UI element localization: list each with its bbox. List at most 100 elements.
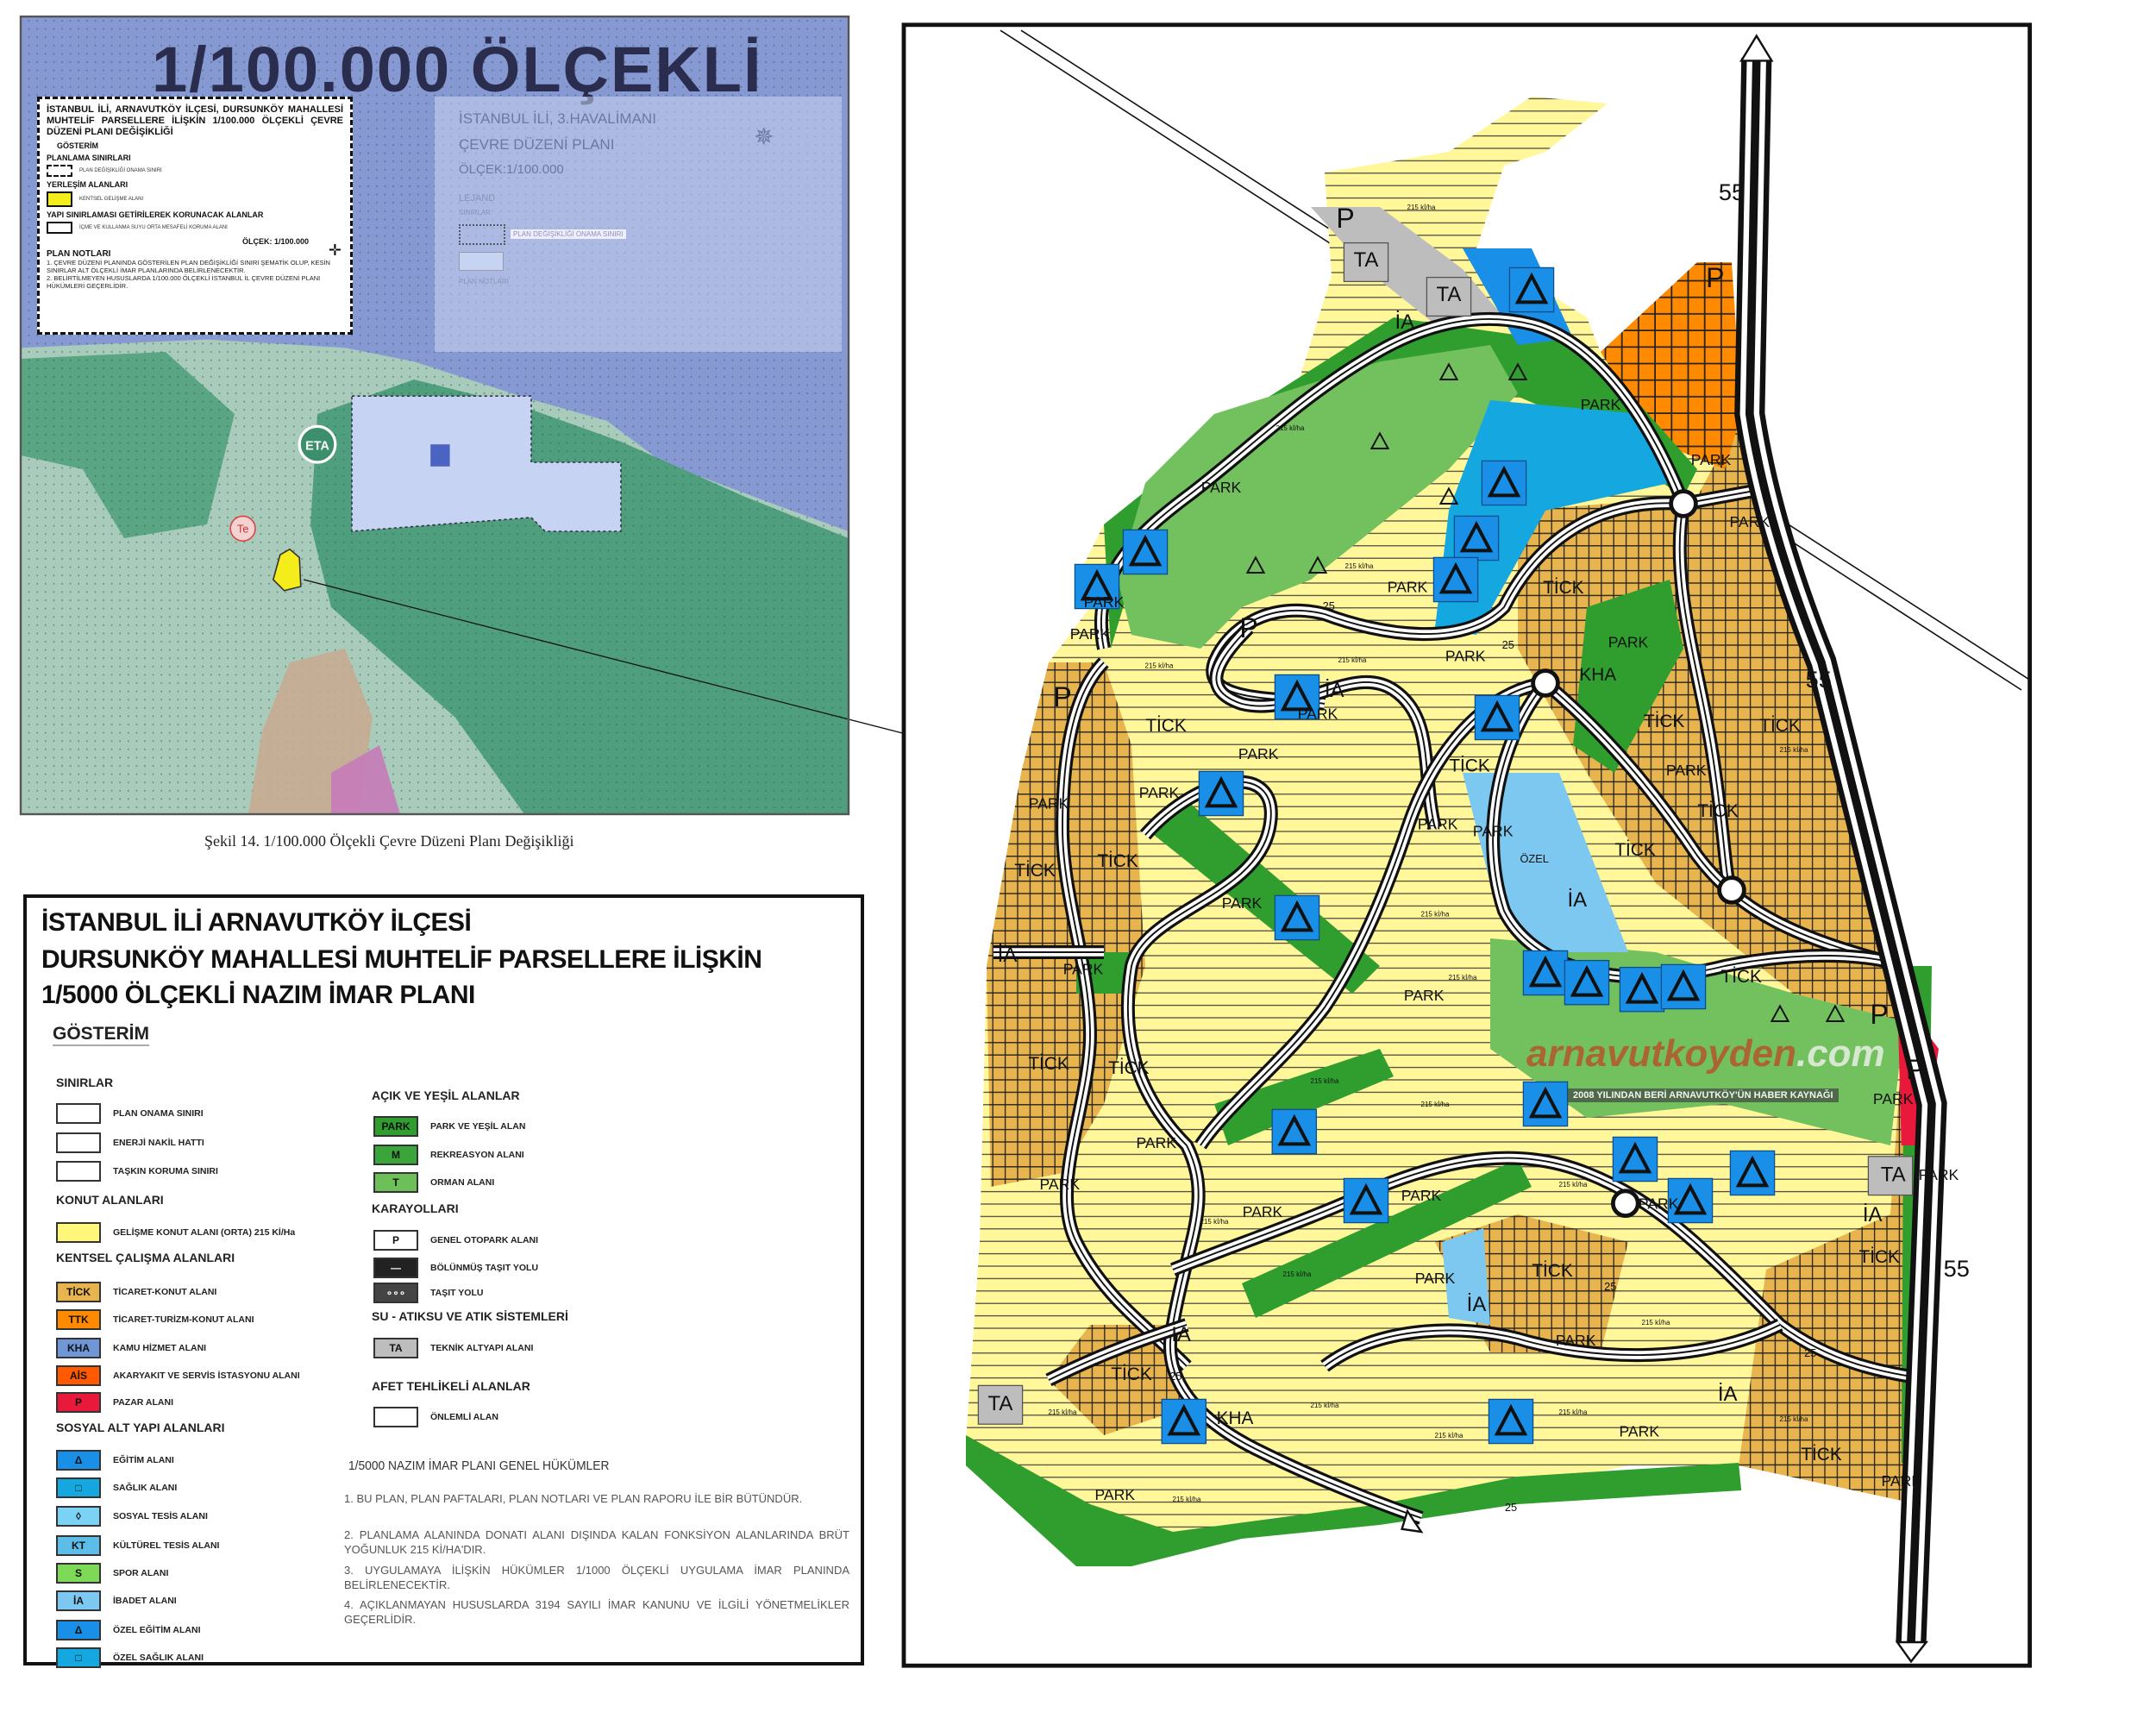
tick-label: TİCK [1111, 1364, 1152, 1384]
legend-item-label: TİCARET-TURİZM-KONUT ALANI [113, 1314, 254, 1325]
park-label: PARK [1136, 1134, 1176, 1151]
road-width-label: 25 [1502, 638, 1514, 651]
education-triangle-icon [1204, 775, 1238, 808]
density-label: 215 kİ/ha [1283, 1270, 1312, 1278]
road-width-label: 25 [1323, 599, 1335, 612]
density-label: 215 kİ/ha [1200, 1218, 1229, 1226]
legend-item: P PAZAR ALANI [56, 1392, 173, 1413]
inset-legend-title: İSTANBUL İLİ, ARNAVUTKÖY İLÇESİ, DURSUNK… [47, 104, 343, 137]
legend-swatch: KT [56, 1535, 101, 1556]
park-label: PARK [1445, 647, 1486, 664]
boundary-swatch [47, 165, 72, 177]
tick-label: TİCK [1543, 578, 1584, 598]
ia-label: İA [1467, 1293, 1487, 1316]
ta-label: TA [988, 1392, 1013, 1415]
park-label: PARK [1418, 816, 1458, 833]
inset-legend-scale: ÖLÇEK: 1/100.000 [241, 237, 309, 246]
inset-urban-pink [331, 745, 400, 814]
inset-legend-yapi: YAPI SINIRLAMASI GETİRİLEREK KORUNACAK A… [47, 210, 264, 219]
legend-swatch: S [56, 1563, 101, 1584]
road-arrow [1401, 1509, 1424, 1534]
park-label: PARK [1243, 1203, 1283, 1220]
legend-swatch: □ [56, 1477, 101, 1498]
legend-title-line: 1/5000 ÖLÇEKLİ NAZIM İMAR PLANI [41, 981, 475, 1009]
legend-item: KT KÜLTÜREL TESİS ALANI [56, 1535, 219, 1556]
watermark-tagline: 2008 YILINDAN BERİ ARNAVUTKÖY'ÜN HABER K… [1568, 1088, 1839, 1102]
road-width-label: 55 [1719, 179, 1745, 205]
highway-arrow-south [1895, 1640, 1929, 1664]
tree-triangle-icon [1307, 555, 1328, 574]
legend-item-label: GENEL OTOPARK ALANI [430, 1235, 539, 1245]
legend-item: ENERJİ NAKİL HATTI [56, 1132, 204, 1153]
density-label: 215 kİ/ha [1311, 1077, 1339, 1085]
legend-swatch: İA [56, 1590, 101, 1611]
park-label: PARK [1729, 513, 1770, 530]
density-label: 215 kİ/ha [1276, 424, 1305, 432]
ia-label: İA [1171, 1323, 1191, 1346]
technical-parcel [1426, 276, 1472, 317]
inset-legend-item: PLAN DEĞİŞİKLİĞİ ONAMA SINIRI [79, 168, 162, 173]
legend-swatch: ◊ [56, 1506, 101, 1527]
inset-frame [19, 16, 850, 816]
technical-parcel [977, 1384, 1024, 1425]
roundabout [1611, 1189, 1640, 1218]
park-label: PARK [1222, 894, 1263, 912]
legend-item: TTK TİCARET-TURİZM-KONUT ALANI [56, 1309, 254, 1330]
legend-swatch: TTK [56, 1309, 101, 1330]
inset-legend-note: 2. BELİRTİLMEYEN HUSUSLARDA 1/100.000 ÖL… [47, 274, 321, 290]
legend-item-label: İBADET ALANI [113, 1596, 177, 1606]
park-strip [1573, 580, 1683, 773]
tree-triangle-icon [1507, 362, 1528, 380]
legend-section-heading: KENTSEL ÇALIŞMA ALANLARI [56, 1251, 235, 1264]
density-label: 215 kİ/ha [1311, 1402, 1339, 1409]
base-legend-box: İSTANBUL İLİ, 3.HAVALİMANI ÇEVRE DÜZENİ … [435, 97, 842, 352]
education-triangle-icon [1480, 699, 1514, 732]
te-symbol [229, 515, 256, 543]
legend-swatch: Δ [56, 1450, 101, 1471]
density-label: 215 kİ/ha [1642, 1319, 1670, 1327]
legend-swatch: T [373, 1172, 418, 1193]
legend-swatch [56, 1103, 101, 1124]
tick-label: TİCK [1721, 967, 1763, 987]
watermark-logo: arnavutkoyden.com [1526, 1032, 1885, 1076]
legend-item: TAŞKIN KORUMA SINIRI [56, 1161, 218, 1182]
base-legend-onama: PLAN DEĞİŞİKLİĞİ ONAMA SINIRI [511, 229, 626, 239]
inset-legend-box: İSTANBUL İLİ, ARNAVUTKÖY İLÇESİ, DURSUNK… [37, 97, 353, 335]
ia-label: İA [1395, 310, 1414, 334]
legend-item: TA TEKNİK ALTYAPI ALANI [373, 1338, 533, 1358]
education-triangle-icon [1528, 1086, 1563, 1119]
inset-airport-area [351, 395, 622, 532]
legend-item-label: TAŞIT YOLU [430, 1288, 484, 1298]
legend-title-line: DURSUNKÖY MAHALLESİ MUHTELİF PARSELLERE … [41, 945, 762, 974]
legend-item: PARK PARK VE YEŞİL ALAN [373, 1116, 525, 1137]
legend-swatch [56, 1161, 101, 1182]
park-label: PARK [1881, 1472, 1921, 1490]
education-triangle-icon [1666, 969, 1701, 1001]
legend-item-label: ENERJİ NAKİL HATTI [113, 1138, 204, 1148]
education-triangle-icon [1167, 1403, 1201, 1436]
legend-swatch: Δ [56, 1620, 101, 1640]
inset-legend-notes-heading: PLAN NOTLARI [47, 249, 111, 259]
base-legend-lejand: LEJAND [459, 193, 496, 204]
park-label: PARK [1873, 1090, 1914, 1107]
legend-item: T ORMAN ALANI [373, 1172, 494, 1193]
ozel-label: ÖZEL [1520, 852, 1548, 865]
ta-label: TA [1354, 248, 1379, 272]
legend-section-heading: KARAYOLLARI [372, 1201, 459, 1215]
legend-item: P GENEL OTOPARK ALANI [373, 1230, 538, 1251]
park-strip [1242, 1159, 1532, 1318]
park-label: PARK [1298, 706, 1338, 723]
density-label: 215 kİ/ha [1145, 662, 1174, 669]
parking-label: P [1239, 612, 1257, 643]
education-triangle-icon [1277, 1113, 1312, 1146]
legend-swatch: □ [56, 1647, 101, 1668]
education-triangle-icon [1487, 465, 1521, 498]
legend-swatch: TA [373, 1338, 418, 1358]
ia-label: İA [1863, 1203, 1883, 1226]
legend-item: ◊ SOSYAL TESİS ALANI [56, 1506, 208, 1527]
tick-label: TİCK [1449, 756, 1490, 775]
legend-swatch: M [373, 1145, 418, 1165]
road-centerline [1126, 781, 1422, 1519]
road-centerline [1062, 662, 1188, 1367]
ia-label: İA [998, 944, 1018, 967]
